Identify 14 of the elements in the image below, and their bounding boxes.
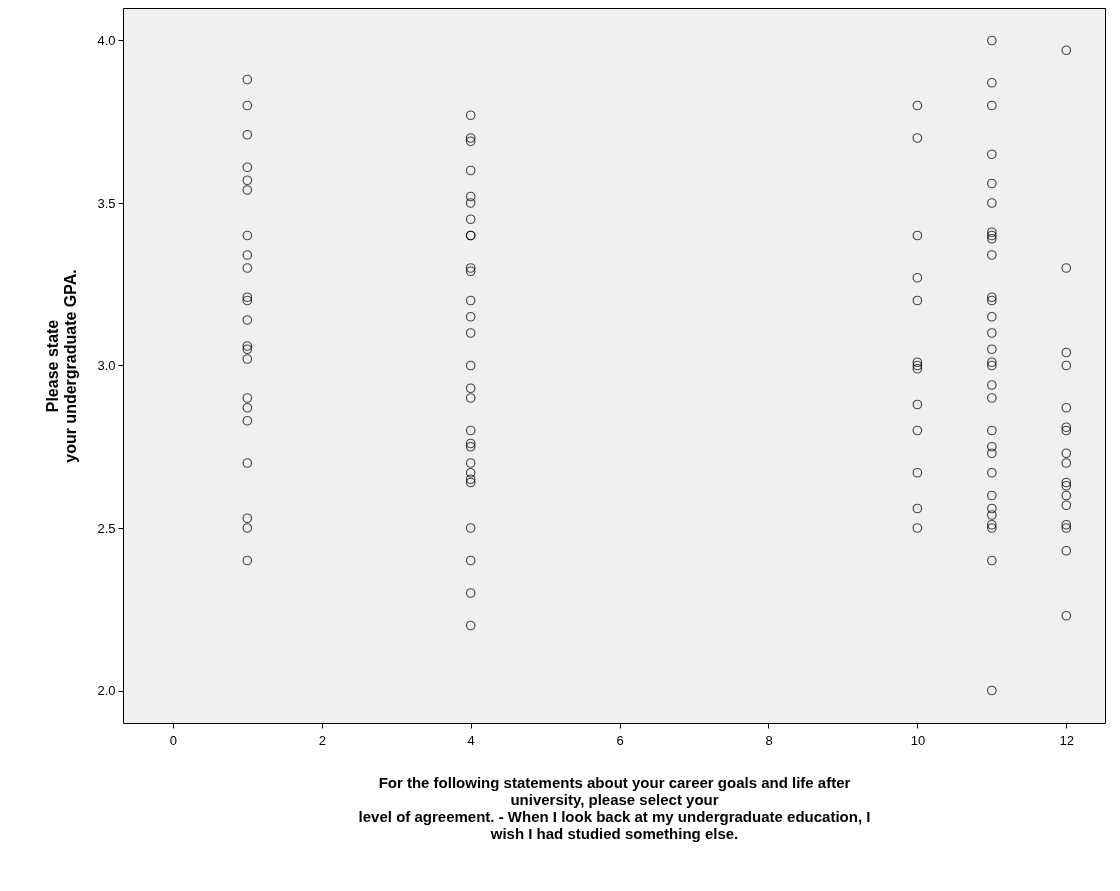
- y-tick-label: 2.5: [97, 520, 116, 536]
- x-axis-title: For the following statements about your career goals and life after university, please select your level of agreement. - When I look back at my undergraduate education, I wish I had studied something else.: [358, 773, 871, 842]
- x-tick-label: 12: [1059, 732, 1075, 748]
- x-tick-label: 0: [169, 732, 177, 748]
- y-axis-title: Please state your undergraduate GPA.: [44, 269, 80, 463]
- x-tick-label: 8: [765, 732, 773, 748]
- y-tick-label: 2.0: [97, 683, 116, 698]
- x-tick-label: 6: [616, 732, 624, 748]
- y-tick-label: 3.0: [97, 358, 116, 373]
- y-tick-label: 4.0: [97, 33, 116, 48]
- x-tick-label: 4: [467, 732, 475, 748]
- x-tick-label: 10: [910, 732, 926, 748]
- x-tick-label: 2: [318, 732, 326, 748]
- y-tick-label: 3.5: [97, 195, 116, 211]
